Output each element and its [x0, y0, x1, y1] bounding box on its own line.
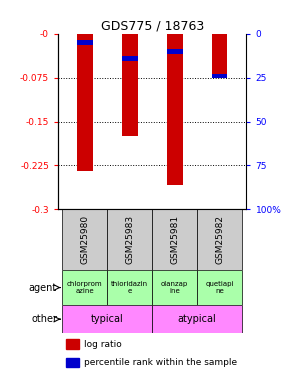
Bar [122, 56, 138, 61]
Bar [212, 34, 227, 78]
Text: percentile rank within the sample: percentile rank within the sample [84, 358, 238, 367]
Bar [62, 270, 107, 305]
Bar [66, 358, 79, 368]
Text: quetiapi
ne: quetiapi ne [205, 281, 234, 294]
Text: GSM25982: GSM25982 [215, 215, 224, 264]
Text: log ratio: log ratio [84, 340, 122, 349]
Bar [77, 40, 93, 45]
Bar [62, 305, 152, 333]
Title: GDS775 / 18763: GDS775 / 18763 [101, 20, 204, 33]
Bar [122, 34, 138, 136]
Bar [167, 49, 182, 54]
Text: typical: typical [91, 314, 124, 324]
Bar [152, 270, 197, 305]
Bar [197, 209, 242, 270]
Text: GSM25981: GSM25981 [170, 215, 179, 264]
Text: chlorprom
azine: chlorprom azine [67, 281, 103, 294]
Bar [77, 34, 93, 171]
Bar [152, 305, 242, 333]
Text: thioridazin
e: thioridazin e [111, 281, 148, 294]
Bar [107, 270, 152, 305]
Bar [167, 34, 182, 185]
Text: atypical: atypical [178, 314, 217, 324]
Bar [152, 209, 197, 270]
Bar [212, 74, 227, 78]
Text: olanzap
ine: olanzap ine [161, 281, 188, 294]
Text: other: other [31, 314, 57, 324]
Bar [66, 339, 79, 349]
Bar [107, 209, 152, 270]
Bar [62, 209, 107, 270]
Text: GSM25980: GSM25980 [80, 215, 89, 264]
Text: GSM25983: GSM25983 [125, 215, 134, 264]
Text: agent: agent [29, 282, 57, 292]
Bar [197, 270, 242, 305]
